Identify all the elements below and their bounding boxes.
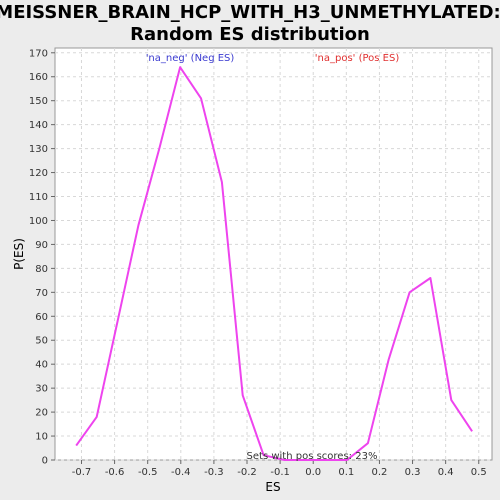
y-tick-label: 50: [35, 336, 48, 347]
y-tick-label: 160: [29, 72, 48, 83]
y-axis-label: P(ES): [12, 238, 26, 270]
x-tick-label: -0.2: [237, 467, 257, 478]
y-tick-label: 100: [29, 216, 48, 227]
chart-title: MEISSNER_BRAIN_HCP_WITH_H3_UNMETHYLATED:: [0, 2, 500, 23]
y-tick-label: 70: [35, 288, 48, 299]
x-tick-label: 0.3: [405, 467, 421, 478]
legend-neg-es: 'na_neg' (Neg ES): [146, 53, 235, 64]
y-tick-label: 130: [29, 144, 48, 155]
y-tick-label: 10: [35, 432, 48, 443]
x-tick-label: -0.6: [105, 467, 125, 478]
x-tick-label: -0.3: [204, 467, 224, 478]
y-tick-label: 140: [29, 120, 48, 131]
y-tick-label: 60: [35, 312, 48, 323]
gridlines: [55, 48, 492, 461]
x-tick-label: -0.7: [72, 467, 92, 478]
chart-subtitle: Random ES distribution: [130, 24, 370, 45]
es-distribution-line: [75, 66, 473, 461]
x-tick-label: 0.1: [338, 467, 354, 478]
x-tick-label: 0.2: [371, 467, 387, 478]
x-tick-label: 0.5: [471, 467, 487, 478]
y-tick-label: 90: [35, 240, 48, 251]
series-lines: [75, 66, 473, 461]
y-tick-label: 0: [42, 456, 48, 467]
x-tick-label: 0.0: [305, 467, 321, 478]
x-axis-label: ES: [265, 480, 280, 494]
y-tick-label: 110: [29, 192, 48, 203]
x-tick-label: 0.4: [438, 467, 454, 478]
x-tick-label: -0.5: [138, 467, 158, 478]
y-tick-label: 20: [35, 408, 48, 419]
x-tick-label: -0.4: [171, 467, 191, 478]
plot-area: [54, 47, 493, 461]
x-tick-label: -0.1: [270, 467, 290, 478]
y-tick-label: 30: [35, 384, 48, 395]
y-tick-label: 120: [29, 168, 48, 179]
x-axis-ticks: -0.7 -0.6 -0.5 -0.4 -0.3 -0.2 -0.1 0.0 0.1 0.2 0.3…: [72, 460, 487, 478]
pos-scores-annotation: Sets with pos scores: 23%: [247, 451, 378, 462]
y-tick-label: 150: [29, 96, 48, 107]
y-axis-ticks: 0 10 20 30 40 50 60 70 80 90 100 110 120 130 140 150 160…: [29, 48, 55, 467]
legend-pos-es: 'na_pos' (Pos ES): [315, 53, 400, 64]
y-tick-label: 40: [35, 360, 48, 371]
y-tick-label: 80: [35, 264, 48, 275]
y-tick-label: 170: [29, 48, 48, 59]
